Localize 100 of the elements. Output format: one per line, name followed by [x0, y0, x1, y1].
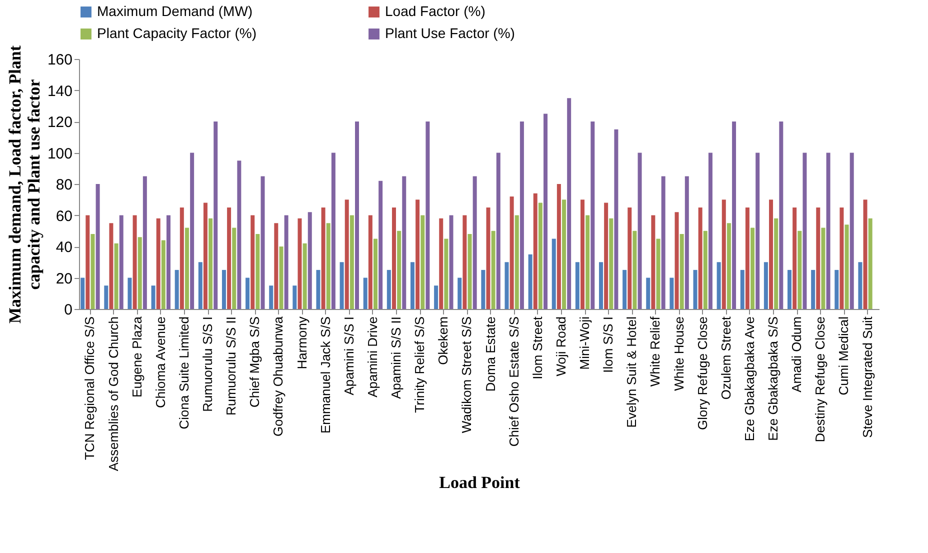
bar	[269, 286, 274, 309]
bar	[284, 215, 288, 309]
bar	[434, 286, 438, 309]
bar	[798, 230, 802, 309]
bar	[556, 184, 561, 309]
bar	[693, 270, 698, 309]
bar	[180, 207, 184, 309]
bar	[552, 238, 556, 309]
bar	[510, 196, 514, 309]
bar	[449, 215, 454, 309]
y-axis-title: Maximum demand, Load factor, Plant capacity and Plant use factor	[5, 45, 44, 324]
bar	[214, 122, 218, 309]
bar	[858, 262, 862, 309]
bar	[496, 152, 500, 309]
bar	[651, 215, 656, 309]
bar	[726, 223, 731, 309]
bar	[586, 215, 590, 309]
bar	[628, 207, 632, 309]
bar	[326, 223, 330, 309]
bar	[716, 262, 721, 309]
bar	[222, 270, 226, 309]
y-tick-label: 120	[47, 114, 72, 131]
bar	[86, 215, 90, 309]
bar	[598, 262, 603, 309]
x-tick-label: Ilom S/S I	[600, 316, 616, 373]
bar	[426, 122, 430, 309]
bar	[132, 215, 137, 309]
bar	[114, 243, 118, 309]
bar	[750, 228, 755, 309]
bar	[386, 270, 391, 309]
x-tick-label: Woji Road	[553, 316, 568, 376]
bar	[802, 152, 807, 309]
x-tick-label: Harmony	[294, 316, 310, 370]
bar	[416, 200, 420, 309]
bar	[684, 176, 689, 309]
bar	[128, 278, 132, 309]
bar	[816, 207, 820, 309]
bar	[109, 223, 114, 309]
legend-label: Load Factor (%)	[385, 3, 486, 19]
x-tick-label: Mini-Woji	[577, 316, 592, 370]
bar	[580, 200, 585, 309]
bar	[562, 200, 566, 309]
bar	[504, 262, 509, 309]
bar	[698, 207, 702, 309]
bar	[80, 278, 85, 309]
x-tick-label: Eze Gbakagbaka Ave	[742, 316, 757, 442]
x-tick-label: Wadikom Street S/S	[459, 316, 474, 434]
bar	[840, 207, 844, 309]
bar	[868, 218, 872, 309]
bar	[764, 262, 768, 309]
x-tick-label: Ozulem Street	[718, 316, 734, 400]
x-tick-label: Destiny Refuge Close	[812, 316, 828, 442]
x-tick-label: Steve Integrated Suit	[860, 316, 875, 438]
bar	[302, 243, 307, 309]
bar	[166, 215, 170, 309]
bar	[792, 207, 797, 309]
bar	[203, 202, 208, 309]
bar	[538, 202, 542, 309]
bar	[826, 152, 830, 309]
bar	[402, 176, 406, 309]
x-tick-label: Assemblies of God Church	[106, 316, 121, 472]
legend-label: Plant Use Factor (%)	[385, 25, 515, 41]
bar	[844, 224, 849, 309]
bar	[514, 215, 519, 309]
bar	[481, 270, 486, 309]
x-tick-label: White Relief	[648, 316, 663, 387]
bar	[298, 218, 302, 309]
bar	[190, 152, 194, 309]
y-tick-label: 0	[64, 302, 72, 318]
bar	[208, 218, 213, 309]
bar	[368, 215, 372, 309]
bar	[184, 228, 189, 309]
x-tick-label: Chief Osho Estate S/S	[506, 316, 522, 447]
x-tick-label: Eze Gbakagbaka S/S	[766, 316, 781, 441]
bar	[811, 270, 816, 309]
legend-label: Plant Capacity Factor (%)	[97, 25, 256, 41]
bar	[96, 184, 100, 309]
bar	[462, 215, 467, 309]
bar	[834, 270, 839, 309]
bar	[703, 230, 708, 309]
x-tick-label: Rumuorulu S/S I	[200, 316, 216, 412]
bar	[661, 176, 666, 309]
bar	[227, 207, 232, 309]
bar	[544, 114, 548, 309]
bar	[420, 215, 425, 309]
y-tick-label: 140	[47, 82, 72, 100]
bar	[632, 230, 637, 309]
bar	[850, 152, 854, 309]
bar	[769, 200, 774, 309]
x-tick-label: Eugene Plaza	[129, 316, 144, 398]
bar	[863, 200, 868, 309]
bar	[590, 122, 595, 309]
bar	[670, 278, 674, 309]
x-tick-label: Trinity Relief S/S	[412, 316, 428, 413]
x-tick-label: Evelyn Suit & Hotel	[624, 316, 640, 428]
x-tick-label: Doma Estate	[482, 316, 498, 392]
x-tick-label: Amadi Odum	[789, 316, 804, 392]
x-tick-label: Cumi Medical	[836, 316, 852, 396]
x-tick-label: Chief Mgba S/S	[247, 316, 262, 408]
bar	[90, 234, 95, 309]
